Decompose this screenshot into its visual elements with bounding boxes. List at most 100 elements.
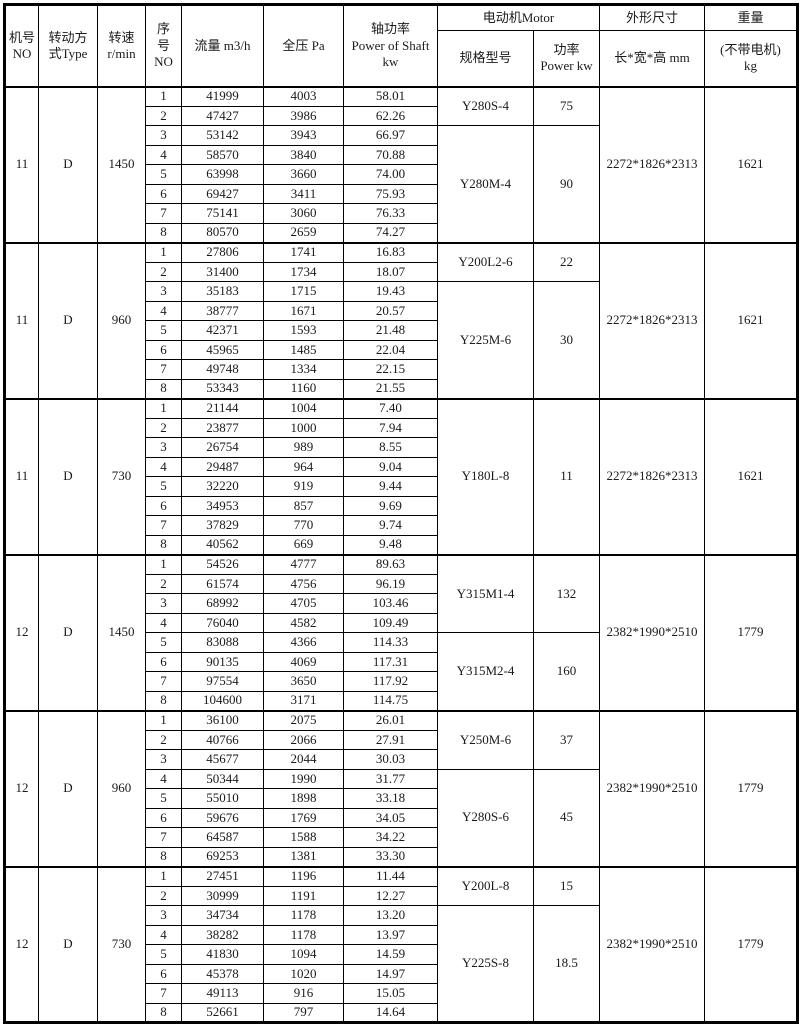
flow-cell: 68992 (181, 593, 264, 614)
pressure-cell: 3660 (263, 164, 344, 185)
shaft-power-cell: 21.48 (343, 320, 438, 341)
weight-cell: 1621 (704, 85, 799, 243)
shaft-power-cell: 76.33 (343, 203, 438, 224)
pressure-cell: 1000 (263, 417, 344, 438)
shaft-power-cell: 22.04 (343, 339, 438, 360)
pressure-cell: 3650 (263, 671, 344, 692)
seq-no-cell: 6 (145, 495, 182, 516)
seq-no-cell: 1 (145, 241, 182, 263)
flow-cell: 83088 (181, 632, 264, 653)
pressure-cell: 857 (263, 495, 344, 516)
table-row: 4 76040 4582 109.49 (5, 612, 798, 633)
motor-model-cell: Y180L-8 (437, 397, 534, 555)
shaft-power-cell: 33.30 (343, 846, 438, 867)
pressure-cell: 3171 (263, 690, 344, 711)
pressure-cell: 4366 (263, 632, 344, 653)
table-row: 2 30999 1191 12.27 (5, 885, 798, 906)
shaft-power-cell: 13.97 (343, 924, 438, 945)
seq-no-cell: 8 (145, 222, 182, 243)
table-row: 5 41830 1094 14.59 (5, 944, 798, 965)
pressure-cell: 1990 (263, 768, 344, 789)
shaft-power-cell: 30.03 (343, 749, 438, 770)
flow-cell: 45677 (181, 749, 264, 770)
table-header: 机号 NO 转动方 式Type 转速 r/min 序 号 NO 流量 m3/h … (4, 4, 799, 87)
flow-cell: 90135 (181, 651, 264, 672)
table-row: 5 42371 1593 21.48 (5, 320, 798, 341)
flow-cell: 41830 (181, 944, 264, 965)
flow-cell: 45965 (181, 339, 264, 360)
motor-model-cell: Y280S-6 (437, 768, 534, 867)
dimensions-cell: 2382*1990*2510 (599, 709, 706, 867)
pressure-cell: 4756 (263, 573, 344, 594)
seq-no-cell: 8 (145, 846, 182, 867)
seq-no-cell: 6 (145, 651, 182, 672)
seq-no-cell: 5 (145, 476, 182, 497)
shaft-power-cell: 27.91 (343, 729, 438, 750)
pressure-cell: 770 (263, 515, 344, 536)
seq-no-cell: 6 (145, 807, 182, 828)
seq-no-cell: 2 (145, 885, 182, 906)
table-row: 8 80570 2659 74.27 (5, 222, 798, 243)
flow-cell: 27451 (181, 865, 264, 887)
dimensions-cell: 2382*1990*2510 (599, 865, 706, 1023)
seq-no-cell: 2 (145, 729, 182, 750)
dimensions-cell: 2272*1826*2313 (599, 397, 706, 555)
pressure-cell: 3943 (263, 125, 344, 146)
pressure-cell: 1671 (263, 300, 344, 321)
header-dimensions-group: 外形尺寸 (599, 4, 706, 31)
flow-cell: 34953 (181, 495, 264, 516)
shaft-power-cell: 31.77 (343, 768, 438, 789)
pressure-cell: 1020 (263, 963, 344, 984)
table-row: 8 53343 1160 21.55 (5, 378, 798, 399)
seq-no-cell: 2 (145, 417, 182, 438)
drive-type-cell: D (38, 85, 98, 243)
seq-no-cell: 8 (145, 1002, 182, 1023)
seq-no-cell: 8 (145, 690, 182, 711)
table-row: 7 49748 1334 22.15 (5, 359, 798, 380)
flow-cell: 31400 (181, 261, 264, 282)
table-row: 4 38777 1671 20.57 (5, 300, 798, 321)
flow-cell: 59676 (181, 807, 264, 828)
pressure-cell: 4705 (263, 593, 344, 614)
table-row: 5 83088 4366 114.33 Y315M2-4 160 (5, 632, 798, 711)
motor-model-cell: Y315M1-4 (437, 553, 534, 633)
fan-specification-table: 机号 NO 转动方 式Type 转速 r/min 序 号 NO 流量 m3/h … (3, 3, 800, 1024)
header-shaft-power: 轴功率 Power of Shaft kw (343, 4, 438, 87)
machine-no-cell: 11 (4, 397, 39, 555)
header-speed: 转速 r/min (97, 4, 146, 87)
pressure-cell: 1196 (263, 865, 344, 887)
drive-type-cell: D (38, 865, 98, 1023)
motor-power-cell: 45 (532, 768, 601, 867)
shaft-power-cell: 109.49 (343, 612, 438, 633)
table-row: 5 32220 919 9.44 (5, 476, 798, 497)
shaft-power-cell: 89.63 (343, 553, 438, 575)
seq-no-cell: 1 (145, 709, 182, 731)
motor-model-cell: Y280S-4 (437, 85, 534, 126)
motor-model-cell: Y225M-6 (437, 281, 534, 399)
shaft-power-cell: 20.57 (343, 300, 438, 321)
pressure-cell: 669 (263, 534, 344, 555)
seq-no-cell: 6 (145, 339, 182, 360)
shaft-power-cell: 117.31 (343, 651, 438, 672)
pressure-cell: 1178 (263, 905, 344, 926)
seq-no-cell: 3 (145, 593, 182, 614)
flow-cell: 49113 (181, 983, 264, 1004)
flow-cell: 40562 (181, 534, 264, 555)
shaft-power-cell: 12.27 (343, 885, 438, 906)
pressure-cell: 989 (263, 437, 344, 458)
flow-cell: 53142 (181, 125, 264, 146)
shaft-power-cell: 21.55 (343, 378, 438, 399)
header-machine-no: 机号 NO (4, 4, 39, 87)
table-row: 11 D 730 1 21144 1004 7.40 Y180L-8 11 2272*1826*2… (4, 397, 799, 555)
shaft-power-cell: 15.05 (343, 983, 438, 1004)
flow-cell: 63998 (181, 164, 264, 185)
flow-cell: 40766 (181, 729, 264, 750)
speed-cell: 730 (97, 397, 146, 555)
seq-no-cell: 2 (145, 261, 182, 282)
seq-no-cell: 4 (145, 924, 182, 945)
header-motor-group: 电动机Motor (436, 4, 601, 31)
shaft-power-cell: 9.44 (343, 476, 438, 497)
flow-cell: 42371 (181, 320, 264, 341)
pressure-cell: 1094 (263, 944, 344, 965)
flow-cell: 75141 (181, 203, 264, 224)
